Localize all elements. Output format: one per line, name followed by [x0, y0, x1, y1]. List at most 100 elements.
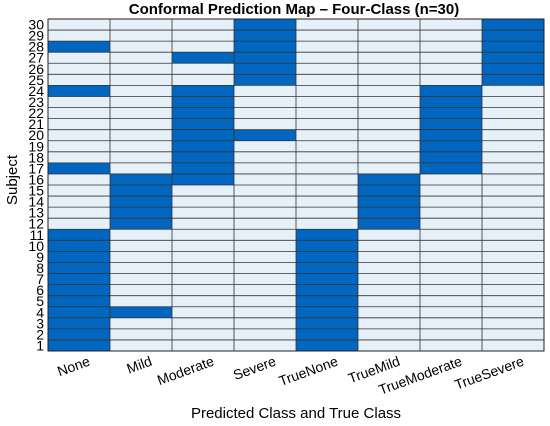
y-tick-label: 14 [28, 194, 44, 210]
heatmap-cell-s22-None [48, 107, 110, 119]
y-tick-labels: 1234567891011121314151617181920212223242… [28, 17, 44, 354]
heatmap-cell-s25-None [48, 74, 110, 86]
heatmap-cell-s4-Moderate [172, 306, 234, 318]
heatmap-cell-s8-Moderate [172, 262, 234, 274]
heatmap-cell-s3-Mild [110, 317, 172, 329]
heatmap-cell-s7-TrueModerate [420, 273, 482, 285]
heatmap-cell-s25-TrueMild [358, 74, 420, 86]
heatmap-cell-s10-Severe [234, 240, 296, 252]
heatmap-cell-s26-Severe [234, 63, 296, 75]
x-tick-label: Mild [124, 353, 154, 377]
heatmap-cell-s25-Mild [110, 74, 172, 86]
heatmap-cell-s22-Severe [234, 107, 296, 119]
heatmap-cell-s13-Moderate [172, 207, 234, 219]
heatmap-cell-s22-TrueNone [296, 107, 358, 119]
heatmap-cell-s14-TrueModerate [420, 196, 482, 208]
heatmap-cell-s16-Mild [110, 173, 172, 185]
heatmap-cell-s18-None [48, 151, 110, 163]
heatmap-cell-s9-Moderate [172, 251, 234, 263]
x-tick-label: Moderate [155, 353, 216, 388]
y-tick-label: 15 [28, 183, 44, 199]
heatmap-cell-s7-Mild [110, 273, 172, 285]
heatmap-cell-s15-TrueModerate [420, 185, 482, 197]
heatmap-cell-s7-None [48, 273, 110, 285]
y-tick-label: 12 [28, 216, 44, 232]
heatmap-cell-s5-Moderate [172, 295, 234, 307]
heatmap-cell-s6-TrueSevere [482, 284, 544, 296]
heatmap-cell-s23-Severe [234, 96, 296, 108]
heatmap-cell-s11-Severe [234, 229, 296, 241]
heatmap-cell-s29-Moderate [172, 30, 234, 42]
heatmap-cell-s17-Moderate [172, 162, 234, 174]
heatmap-cell-s28-None [48, 41, 110, 53]
heatmap-cell-s20-Moderate [172, 129, 234, 141]
heatmap-cell-s23-None [48, 96, 110, 108]
heatmap-cell-s21-TrueModerate [420, 118, 482, 130]
heatmap-cell-s9-TrueModerate [420, 251, 482, 263]
heatmap-cell-s12-None [48, 218, 110, 230]
heatmap-cell-s30-Mild [110, 19, 172, 31]
heatmap-cell-s12-TrueNone [296, 218, 358, 230]
y-tick-label: 2 [36, 326, 44, 342]
heatmap-cell-s7-Moderate [172, 273, 234, 285]
heatmap-cell-s20-Mild [110, 129, 172, 141]
heatmap-cell-s22-Moderate [172, 107, 234, 119]
heatmap-cell-s21-TrueSevere [482, 118, 544, 130]
heatmap-cell-s28-Moderate [172, 41, 234, 53]
heatmap-cell-s11-TrueModerate [420, 229, 482, 241]
heatmap-cell-s23-TrueModerate [420, 96, 482, 108]
heatmap-cell-s28-TrueModerate [420, 41, 482, 53]
heatmap-cell-s7-TrueNone [296, 273, 358, 285]
y-tick-label: 16 [28, 171, 44, 187]
heatmap-cell-s18-Moderate [172, 151, 234, 163]
y-tick-label: 6 [36, 282, 44, 298]
heatmap-cell-s19-Mild [110, 140, 172, 152]
heatmap-cell-s16-TrueNone [296, 173, 358, 185]
heatmap-cell-s19-TrueMild [358, 140, 420, 152]
heatmap-cell-s29-Severe [234, 30, 296, 42]
heatmap-cell-s8-Mild [110, 262, 172, 274]
heatmap-cell-s4-Severe [234, 306, 296, 318]
heatmap-cell-s13-Severe [234, 207, 296, 219]
heatmap-cell-s2-TrueModerate [420, 328, 482, 340]
heatmap-cell-s16-Moderate [172, 173, 234, 185]
heatmap-cell-s2-Severe [234, 328, 296, 340]
heatmap-cell-s27-TrueSevere [482, 52, 544, 64]
heatmap-cell-s24-TrueSevere [482, 85, 544, 97]
heatmap-cell-s18-TrueSevere [482, 151, 544, 163]
y-tick-label: 7 [36, 271, 44, 287]
heatmap-cell-s6-None [48, 284, 110, 296]
heatmap-cell-s16-TrueSevere [482, 173, 544, 185]
heatmap-cell-s14-None [48, 196, 110, 208]
heatmap-cell-s15-Moderate [172, 185, 234, 197]
heatmap-cell-s18-TrueNone [296, 151, 358, 163]
heatmap-cell-s3-TrueNone [296, 317, 358, 329]
heatmap-cell-s3-TrueSevere [482, 317, 544, 329]
heatmap-cell-s10-TrueModerate [420, 240, 482, 252]
y-tick-label: 10 [28, 238, 44, 254]
heatmap-cell-s21-None [48, 118, 110, 130]
heatmap-cell-s7-Severe [234, 273, 296, 285]
heatmap-cell-s19-Severe [234, 140, 296, 152]
heatmap-cell-s10-Moderate [172, 240, 234, 252]
heatmap-cell-s26-TrueModerate [420, 63, 482, 75]
heatmap-cell-s22-TrueMild [358, 107, 420, 119]
heatmap-cell-s24-None [48, 85, 110, 97]
heatmap-cell-s14-TrueSevere [482, 196, 544, 208]
heatmap-cell-s25-TrueNone [296, 74, 358, 86]
heatmap-cell-s2-TrueNone [296, 328, 358, 340]
heatmap-cell-s1-TrueModerate [420, 339, 482, 351]
heatmap-cell-s21-TrueNone [296, 118, 358, 130]
heatmap-cell-s21-Severe [234, 118, 296, 130]
heatmap-cell-s20-TrueSevere [482, 129, 544, 141]
heatmap-cell-s30-TrueSevere [482, 19, 544, 31]
heatmap-cell-s18-Severe [234, 151, 296, 163]
heatmap-cell-s15-Mild [110, 185, 172, 197]
y-tick-label: 28 [28, 39, 44, 55]
heatmap-cell-s23-TrueNone [296, 96, 358, 108]
heatmap-cell-s14-Moderate [172, 196, 234, 208]
heatmap-cell-s10-TrueSevere [482, 240, 544, 252]
heatmap-cell-s19-TrueModerate [420, 140, 482, 152]
heatmap-cell-s4-TrueNone [296, 306, 358, 318]
